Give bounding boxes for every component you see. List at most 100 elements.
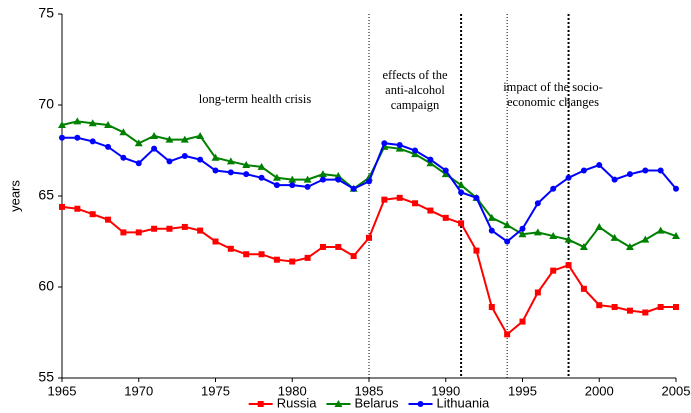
marker bbox=[181, 152, 188, 159]
marker bbox=[74, 205, 81, 212]
marker bbox=[626, 307, 633, 314]
marker bbox=[550, 267, 557, 274]
marker bbox=[242, 161, 251, 169]
marker bbox=[534, 289, 541, 296]
y-tick-label: 65 bbox=[38, 187, 54, 203]
marker bbox=[257, 162, 266, 170]
marker bbox=[381, 140, 388, 147]
legend-label: Lithuania bbox=[437, 395, 491, 410]
marker bbox=[197, 227, 204, 234]
marker bbox=[417, 401, 424, 407]
marker bbox=[366, 234, 372, 241]
marker bbox=[673, 304, 679, 311]
marker bbox=[488, 227, 495, 234]
marker bbox=[488, 304, 495, 311]
marker bbox=[334, 171, 343, 179]
x-tick-label: 1975 bbox=[201, 383, 230, 398]
marker bbox=[197, 156, 204, 163]
marker bbox=[105, 216, 112, 223]
marker bbox=[335, 176, 342, 183]
marker bbox=[180, 135, 189, 143]
marker bbox=[58, 121, 66, 129]
legend-label: Belarus bbox=[354, 395, 399, 410]
marker bbox=[580, 285, 587, 292]
x-tick-label: 1990 bbox=[431, 383, 460, 398]
marker bbox=[458, 189, 465, 196]
marker bbox=[273, 256, 280, 263]
marker bbox=[579, 242, 588, 250]
marker bbox=[258, 174, 265, 181]
marker bbox=[119, 128, 128, 136]
marker bbox=[642, 309, 649, 316]
marker bbox=[396, 194, 403, 201]
marker bbox=[335, 243, 342, 250]
y-tick-label: 55 bbox=[38, 369, 54, 385]
marker bbox=[211, 153, 220, 161]
marker bbox=[565, 174, 572, 181]
marker bbox=[441, 170, 450, 178]
marker bbox=[212, 167, 219, 174]
marker bbox=[366, 178, 372, 185]
marker bbox=[89, 211, 96, 218]
marker bbox=[504, 238, 511, 245]
marker bbox=[120, 154, 127, 161]
marker bbox=[412, 147, 419, 154]
marker bbox=[350, 253, 357, 260]
marker bbox=[596, 302, 603, 309]
marker bbox=[610, 233, 619, 241]
marker bbox=[73, 117, 82, 125]
marker bbox=[595, 222, 604, 230]
marker bbox=[319, 243, 326, 250]
marker bbox=[611, 304, 618, 311]
marker bbox=[426, 159, 435, 167]
marker bbox=[350, 185, 357, 192]
marker bbox=[549, 232, 558, 240]
marker bbox=[273, 182, 280, 189]
marker bbox=[519, 318, 526, 325]
legend-label: Russia bbox=[277, 395, 318, 410]
marker bbox=[150, 131, 159, 139]
marker bbox=[303, 175, 312, 183]
marker bbox=[411, 150, 420, 158]
marker bbox=[59, 134, 65, 141]
y-axis-label: years bbox=[7, 180, 22, 212]
marker bbox=[519, 225, 526, 232]
marker bbox=[181, 223, 188, 230]
marker bbox=[596, 162, 603, 169]
marker bbox=[134, 139, 143, 147]
marker bbox=[104, 121, 113, 129]
marker bbox=[657, 304, 664, 311]
marker bbox=[212, 238, 219, 245]
marker bbox=[611, 176, 618, 183]
marker bbox=[442, 214, 449, 221]
annotation: campaign bbox=[391, 98, 440, 112]
marker bbox=[673, 185, 679, 192]
marker bbox=[518, 230, 527, 238]
marker bbox=[334, 400, 343, 407]
legend-item: Lithuania bbox=[408, 395, 491, 410]
marker bbox=[565, 262, 572, 269]
marker bbox=[304, 183, 311, 190]
marker bbox=[319, 176, 326, 183]
marker bbox=[318, 170, 327, 178]
annotation: anti-alcohol bbox=[385, 83, 445, 97]
marker bbox=[396, 142, 403, 149]
marker bbox=[288, 175, 297, 183]
marker bbox=[135, 229, 142, 236]
legend: Russia Belarus Lithuania bbox=[248, 395, 491, 410]
x-tick-label: 1980 bbox=[278, 383, 307, 398]
marker bbox=[88, 119, 97, 127]
x-tick-label: 1985 bbox=[355, 383, 384, 398]
marker bbox=[289, 182, 296, 189]
marker bbox=[166, 158, 173, 165]
marker bbox=[427, 207, 434, 214]
marker bbox=[626, 171, 633, 178]
x-tick-label: 2000 bbox=[585, 383, 614, 398]
marker bbox=[272, 173, 281, 181]
x-tick-label: 1970 bbox=[124, 383, 153, 398]
annotation: long-term health crisis bbox=[199, 92, 312, 106]
x-tick-label: 2005 bbox=[662, 383, 691, 398]
legend-item: Belarus bbox=[326, 395, 399, 410]
marker bbox=[642, 167, 649, 174]
